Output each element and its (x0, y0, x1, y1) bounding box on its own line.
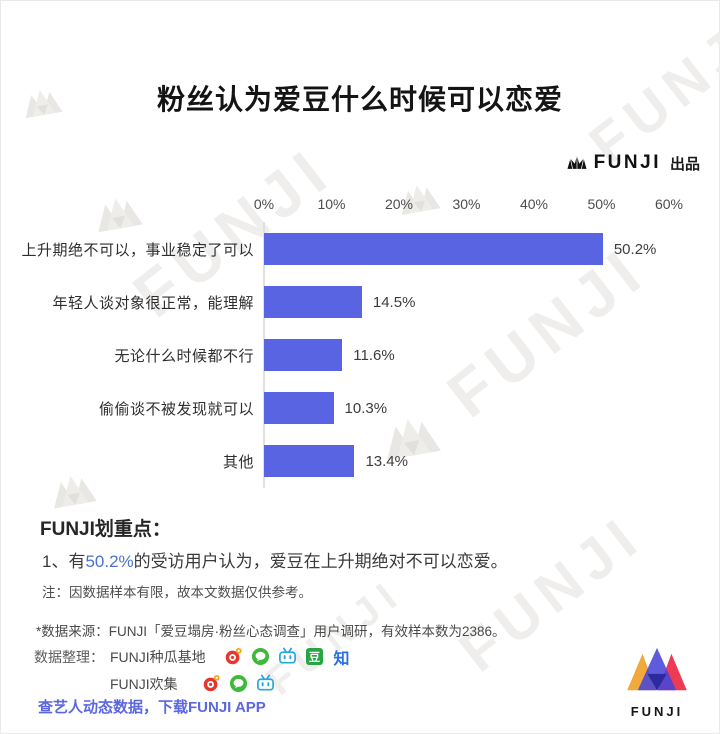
highlight-percentage: 50.2% (85, 552, 134, 571)
x-tick: 10% (317, 196, 346, 212)
credit-account-name: FUNJI欢集 (110, 675, 178, 692)
value-label: 10.3% (344, 399, 388, 417)
brand-suffix: 出品 (669, 155, 700, 173)
data-source-line: *数据来源：FUNJI「爱豆塌房·粉丝心态调查」用户调研，有效样本数为2386。 (36, 624, 506, 639)
bar (264, 233, 603, 265)
x-tick: 40% (519, 196, 549, 212)
credits-block: 数据整理： FUNJI种瓜基地 豆 知 FUNJI欢集 (34, 643, 351, 697)
bar-row: 其他 13.4% (0, 445, 720, 477)
bar-row: 上升期绝不可以，事业稳定了可以 50.2% (0, 233, 720, 265)
x-tick: 0% (253, 196, 275, 212)
douban-icon: 豆 (305, 647, 324, 666)
disclaimer-note: 注：因数据样本有限，故本文数据仅供参考。 (42, 585, 312, 600)
funji-logo: FUNJI (622, 646, 692, 719)
wechat-icon (251, 647, 270, 666)
bar-row: 无论什么时候都不行 11.6% (0, 339, 720, 371)
credit-account-name: FUNJI种瓜基地 (110, 648, 206, 665)
value-label: 14.5% (372, 293, 416, 311)
x-tick: 20% (384, 196, 414, 212)
social-icon-strip: 豆 知 (224, 647, 351, 668)
value-label: 11.6% (353, 346, 395, 364)
highlight-point: 1、有50.2%的受访用户认为，爱豆在上升期绝对不可以恋爱。 (42, 547, 508, 572)
x-tick: 30% (452, 196, 481, 212)
highlights-heading: FUNJI划重点： (40, 519, 171, 540)
highlight-suffix: 的受访用户认为，爱豆在上升期绝对不可以恋爱。 (133, 552, 508, 571)
category-label: 偷偷谈不被发现就可以 (98, 400, 254, 418)
weibo-icon (224, 647, 243, 666)
bilibili-icon (278, 647, 297, 666)
social-icon-strip (202, 674, 275, 693)
category-label: 年轻人谈对象很正常，能理解 (52, 294, 254, 312)
app-download-link: 查艺人动态数据，下载FUNJI APP (38, 699, 266, 716)
page-title: 粉丝认为爱豆什么时候可以恋爱 (156, 84, 563, 115)
weibo-icon (202, 674, 221, 693)
x-tick: 50% (587, 196, 616, 212)
funji-crown-icon (627, 647, 687, 691)
bar (264, 339, 343, 371)
credits-label: 数据整理： (34, 648, 104, 665)
brand-header: FUNJI 出品 (566, 152, 700, 174)
wechat-icon (229, 674, 248, 693)
zhihu-icon: 知 (333, 650, 350, 668)
bar-row: 年轻人谈对象很正常，能理解 14.5% (0, 286, 720, 318)
category-label: 上升期绝不可以，事业稳定了可以 (21, 241, 254, 259)
svg-text:豆: 豆 (309, 651, 320, 664)
x-tick: 60% (654, 196, 684, 212)
crown-icon (567, 155, 587, 169)
credit-row: 数据整理： FUNJI种瓜基地 豆 知 (34, 643, 351, 670)
category-label: 其他 (222, 453, 254, 471)
highlight-prefix: 1、有 (42, 552, 86, 571)
bar (264, 286, 362, 318)
brand-name: FUNJI (593, 152, 661, 173)
bar (264, 392, 334, 424)
bar (264, 445, 355, 477)
value-label: 13.4% (365, 452, 408, 470)
value-label: 50.2% (613, 240, 657, 258)
credit-row: FUNJI欢集 (34, 670, 351, 697)
category-label: 无论什么时候都不行 (114, 347, 254, 365)
bar-row: 偷偷谈不被发现就可以 10.3% (0, 392, 720, 424)
funji-logo-text: FUNJI (630, 704, 684, 719)
bilibili-icon (256, 674, 275, 693)
